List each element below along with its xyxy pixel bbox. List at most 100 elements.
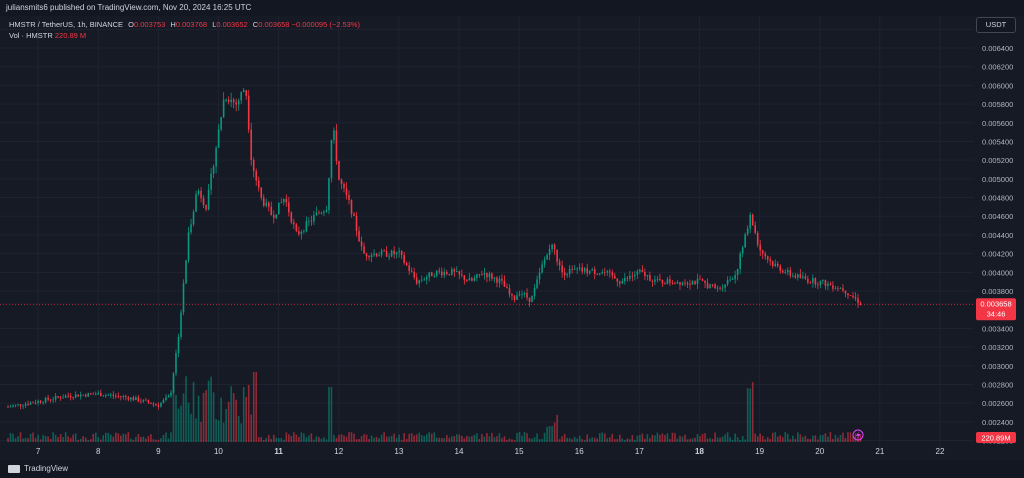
volume-bar (410, 433, 413, 442)
candle-body (380, 250, 383, 256)
volume-bar (573, 436, 576, 442)
volume-bar (656, 432, 659, 442)
open-label: O (128, 20, 134, 29)
candle-body (503, 280, 506, 287)
candle-body (12, 405, 14, 407)
volume-bar (200, 421, 202, 442)
volume-bar (37, 434, 39, 442)
tradingview-brand[interactable]: TradingView (8, 460, 68, 478)
volume-bar (588, 438, 591, 442)
volume-bar (716, 437, 719, 442)
candle-body (583, 268, 586, 272)
volume-bar (280, 437, 283, 442)
candle-body (333, 130, 335, 141)
candle-body (561, 265, 563, 273)
volume-bar (22, 438, 24, 442)
candle-body (425, 277, 428, 280)
candle-body (160, 402, 162, 407)
price-chart[interactable]: 0.0066000.0064000.0062000.0060000.005800… (0, 16, 1024, 460)
candle-body (59, 397, 62, 399)
volume-bar (42, 434, 44, 442)
candle-body (440, 271, 443, 276)
volume-bar (681, 436, 684, 442)
volume-bar (313, 439, 315, 442)
candle-body (180, 312, 182, 337)
volume-bar (453, 436, 456, 442)
volume-bar (704, 433, 706, 442)
candle-body (641, 269, 644, 273)
chart-legend: HMSTR / TetherUS, 1h, BINANCE O0.003753 … (9, 19, 360, 41)
candle-body (741, 247, 744, 254)
candle-body (270, 206, 273, 216)
candle-body (553, 244, 556, 250)
volume-bar (699, 436, 701, 442)
volume-bar (413, 435, 415, 442)
volume-bar (418, 432, 421, 442)
volume-bar (486, 433, 488, 442)
candle-body (576, 268, 578, 270)
candle-body (754, 225, 756, 233)
y-tick-label: 0.006000 (982, 81, 1013, 90)
volume-bar (300, 432, 303, 442)
candle-body (839, 288, 842, 290)
volume-bar (373, 437, 375, 442)
candle-body (749, 214, 751, 229)
candle-body (802, 276, 804, 278)
candle-body (493, 277, 496, 279)
volume-bar (415, 434, 418, 442)
volume-bar (155, 439, 157, 442)
candle-body (74, 394, 77, 398)
volume-bar (596, 438, 599, 442)
volume-bar (39, 439, 42, 442)
candle-body (210, 173, 212, 190)
candle-body (418, 280, 421, 284)
candle-body (852, 295, 854, 297)
currency-button[interactable]: USDT (976, 17, 1016, 33)
candle-body (237, 100, 240, 105)
volume-bar (167, 438, 170, 442)
candle-body (711, 284, 714, 286)
last-price-label: 0.003658 (980, 299, 1011, 308)
volume-bar (175, 394, 177, 442)
volume-bar (350, 432, 353, 442)
candle-body (606, 271, 609, 273)
candle-body (200, 190, 202, 199)
volume-bar (89, 439, 92, 442)
candle-body (433, 275, 436, 277)
candle-body (137, 397, 140, 402)
candle-body (719, 287, 721, 289)
volume-bar (463, 438, 466, 442)
candle-body (699, 278, 701, 280)
volume-bar (69, 437, 72, 442)
volume-bar (478, 438, 481, 442)
candle-body (471, 278, 473, 281)
volume-bar (275, 437, 278, 442)
close-label: C (252, 20, 259, 29)
y-tick-label: 0.004800 (982, 194, 1013, 203)
candle-body (383, 250, 385, 252)
volume-bar (538, 439, 541, 442)
candle-body (320, 212, 323, 214)
open-value: 0.003753 (134, 20, 166, 29)
candle-body (822, 280, 824, 281)
candle-body (832, 285, 834, 289)
volume-bar (54, 434, 57, 442)
chart-area[interactable]: 0.0066000.0064000.0062000.0060000.005800… (0, 16, 1024, 460)
candle-body (792, 275, 794, 277)
volume-bar (852, 436, 854, 442)
chart-background (0, 16, 1024, 460)
volume-bar (837, 437, 839, 442)
candle-body (794, 275, 797, 278)
volume-bar (202, 392, 205, 442)
volume-bar (729, 437, 731, 442)
volume-bar (533, 437, 536, 442)
volume-bar (739, 439, 741, 442)
volume-bar (247, 384, 250, 442)
candle-body (37, 400, 39, 403)
volume-bar (466, 435, 468, 442)
volume-bar (443, 438, 446, 442)
candle-body (586, 268, 589, 274)
candle-body (769, 259, 772, 262)
candle-body (27, 403, 29, 405)
candle-body (461, 274, 463, 276)
